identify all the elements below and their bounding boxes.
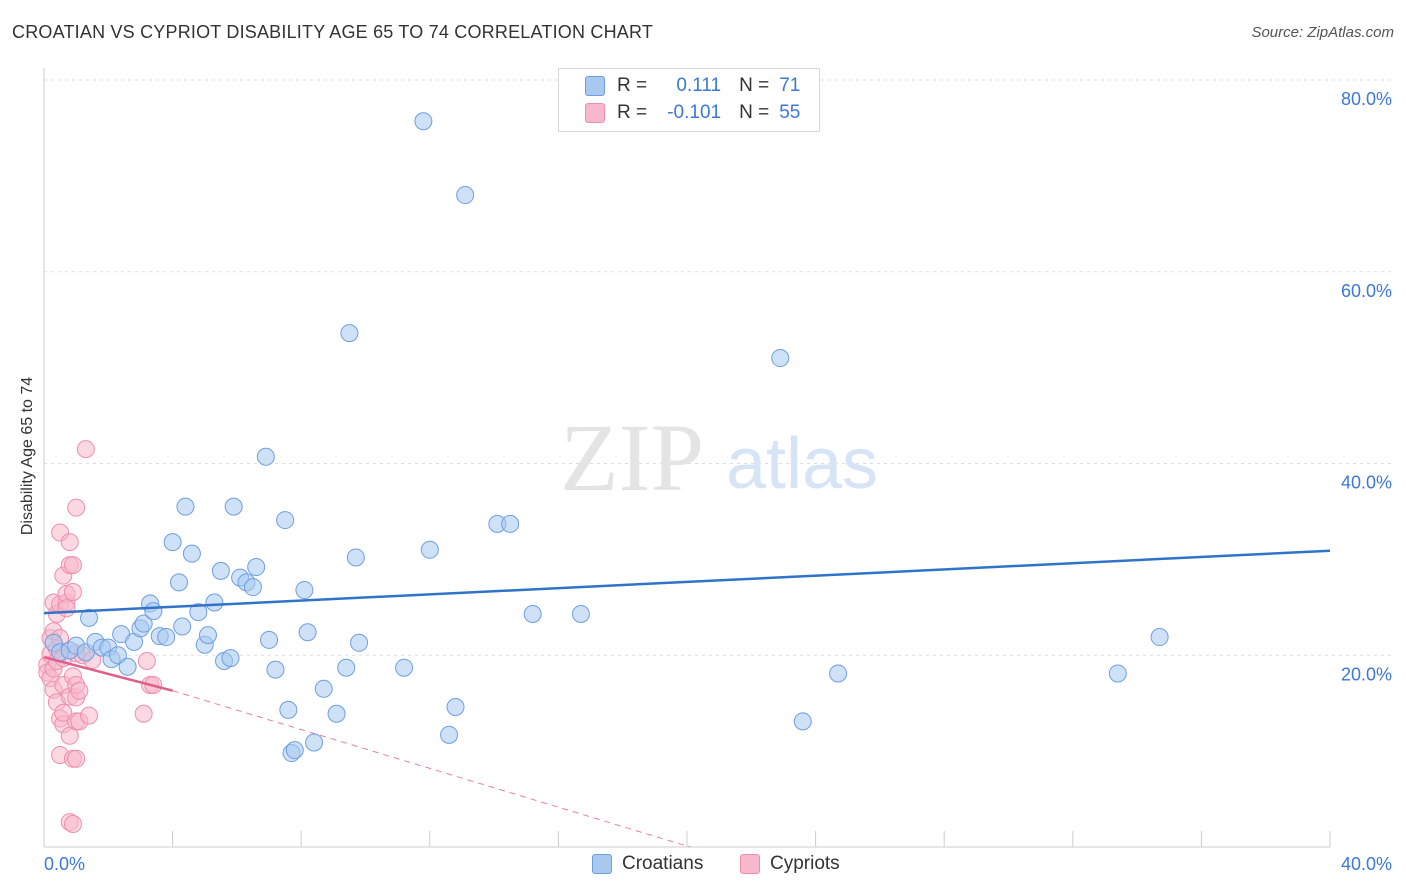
trend-lines bbox=[43, 549, 1331, 848]
cypriots-point bbox=[60, 533, 79, 552]
croatians-point bbox=[211, 561, 230, 580]
croatians-point bbox=[440, 725, 459, 744]
croatians-point bbox=[205, 593, 224, 612]
legend-r-label: R = bbox=[617, 102, 648, 123]
chart-title: CROATIAN VS CYPRIOT DISABILITY AGE 65 TO… bbox=[12, 22, 654, 42]
croatians-legend-label: Croatians bbox=[622, 853, 704, 874]
cypriots-point bbox=[70, 681, 89, 700]
croatians-point bbox=[285, 741, 304, 760]
croatians-point bbox=[157, 628, 176, 647]
croatians-point bbox=[420, 540, 439, 559]
legend-r-label: R = bbox=[617, 75, 648, 96]
croatians-point bbox=[314, 679, 333, 698]
croatians-point bbox=[118, 657, 137, 676]
croatians-point bbox=[346, 548, 365, 567]
cypriots-point bbox=[80, 706, 99, 725]
croatians-point bbox=[414, 112, 433, 131]
croatians-point bbox=[108, 646, 127, 665]
croatians-point bbox=[446, 698, 465, 717]
cypriots-point bbox=[134, 704, 153, 723]
croatians-swatch bbox=[585, 76, 605, 96]
croatians-point bbox=[295, 581, 314, 600]
cypriots-point bbox=[137, 652, 156, 671]
croatians-point bbox=[340, 324, 359, 343]
croatians-point bbox=[1108, 664, 1127, 683]
croatians-point bbox=[327, 704, 346, 723]
watermark: ZIP atlas bbox=[560, 404, 878, 511]
croatians-point bbox=[176, 497, 195, 516]
croatians-point bbox=[224, 497, 243, 516]
tick-labels: 20.0% 40.0% 60.0% 80.0% 0.0% 40.0% bbox=[44, 89, 1392, 874]
cypriots-point bbox=[67, 498, 86, 517]
croatians-point bbox=[350, 633, 369, 652]
cypriots-point bbox=[63, 556, 82, 575]
croatians-point bbox=[134, 614, 153, 633]
croatians-point bbox=[456, 186, 475, 205]
gridlines bbox=[44, 79, 1392, 656]
legend-row-croatians: R = 0.111 N = 71 bbox=[585, 73, 800, 99]
croatians-point bbox=[80, 608, 99, 627]
cypriots-trend-extension bbox=[172, 690, 691, 848]
legend-item-croatians: Croatians bbox=[592, 851, 703, 877]
croatians-point bbox=[793, 712, 812, 731]
croatians-point bbox=[189, 603, 208, 622]
cypriots-trend-line bbox=[43, 655, 173, 692]
cypriots-swatch bbox=[585, 103, 605, 123]
legend-item-cypriots: Cypriots bbox=[740, 851, 840, 877]
cypriots-point bbox=[63, 814, 82, 833]
croatians-point bbox=[260, 630, 279, 649]
croatians-point bbox=[276, 511, 295, 530]
cypriots-point bbox=[57, 599, 76, 618]
cypriots-point bbox=[54, 703, 73, 722]
croatians-point bbox=[571, 605, 590, 624]
croatians-point bbox=[266, 660, 285, 679]
legend-n-label: N = bbox=[739, 102, 770, 123]
croatians-point bbox=[243, 578, 262, 597]
legend-n-label: N = bbox=[739, 75, 770, 96]
cypriots-legend-swatch bbox=[740, 854, 760, 874]
croatians-point bbox=[305, 733, 324, 752]
y-tick-label: 80.0% bbox=[1341, 89, 1392, 109]
croatians-point bbox=[279, 700, 298, 719]
legend-n-value: 71 bbox=[779, 75, 801, 96]
croatians-point bbox=[247, 558, 266, 577]
croatians-point bbox=[163, 533, 182, 552]
croatians-point bbox=[256, 447, 275, 466]
cypriots-legend-label: Cypriots bbox=[770, 853, 840, 874]
legend-n-value: 55 bbox=[779, 102, 801, 123]
croatians-legend-swatch bbox=[592, 854, 612, 874]
legend-r-value: 0.111 bbox=[676, 75, 722, 96]
stats-legend: R = 0.111 N = 71 R = -0.101 N = 55 bbox=[558, 68, 820, 132]
legend-r-value: -0.101 bbox=[667, 102, 722, 123]
croatians-point bbox=[298, 623, 317, 642]
croatians-point bbox=[173, 617, 192, 636]
croatians-point bbox=[170, 573, 189, 592]
axes bbox=[43, 68, 1331, 848]
watermark-atlas: atlas bbox=[726, 424, 878, 504]
croatians-point bbox=[221, 649, 240, 668]
watermark-zip: ZIP bbox=[560, 404, 704, 511]
y-tick-label: 40.0% bbox=[1341, 473, 1392, 493]
cypriots-point bbox=[63, 582, 82, 601]
croatians-point bbox=[771, 349, 790, 368]
croatians-point bbox=[1150, 628, 1169, 647]
cypriots-point bbox=[67, 749, 86, 768]
croatians-point bbox=[829, 664, 848, 683]
y-tick-label: 60.0% bbox=[1341, 281, 1392, 301]
croatians-point bbox=[523, 605, 542, 624]
cypriots-point bbox=[76, 440, 95, 459]
x-tick-label: 40.0% bbox=[1341, 854, 1392, 874]
croatians-trend-line bbox=[43, 549, 1331, 615]
x-tick-label: 0.0% bbox=[44, 854, 85, 874]
croatians-point bbox=[337, 658, 356, 677]
y-tick-label: 20.0% bbox=[1341, 664, 1392, 684]
croatians-point bbox=[501, 514, 520, 533]
legend-row-cypriots: R = -0.101 N = 55 bbox=[585, 100, 800, 126]
croatians-point bbox=[182, 544, 201, 563]
croatians-point bbox=[198, 626, 217, 645]
source-label: Source: ZipAtlas.com bbox=[1251, 24, 1394, 41]
croatians-point bbox=[144, 602, 163, 621]
croatians-point bbox=[395, 658, 414, 677]
